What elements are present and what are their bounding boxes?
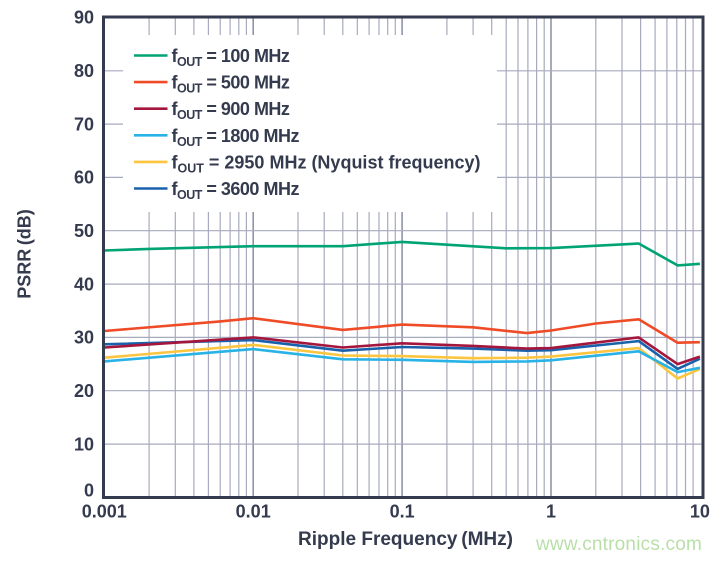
- svg-text:90: 90: [74, 8, 94, 28]
- svg-text:60: 60: [74, 168, 94, 188]
- svg-text:fOUT = 900 MHz: fOUT = 900 MHz: [172, 99, 290, 122]
- svg-text:40: 40: [74, 274, 94, 294]
- svg-text:50: 50: [74, 221, 94, 241]
- svg-text:fOUT = 100 MHz: fOUT = 100 MHz: [172, 46, 290, 69]
- svg-text:70: 70: [74, 114, 94, 134]
- svg-text:80: 80: [74, 61, 94, 81]
- svg-text:Ripple Frequency (MHz): Ripple Frequency (MHz): [298, 529, 513, 550]
- svg-text:0.1: 0.1: [390, 502, 415, 522]
- svg-text:www.cntronics.com: www.cntronics.com: [535, 534, 702, 555]
- svg-text:20: 20: [74, 381, 94, 401]
- svg-text:10: 10: [74, 434, 94, 454]
- svg-text:PSRR (dB): PSRR (dB): [15, 209, 35, 299]
- svg-text:30: 30: [74, 328, 94, 348]
- svg-text:0.01: 0.01: [236, 502, 271, 522]
- svg-text:10: 10: [690, 502, 710, 522]
- svg-text:fOUT = 3600 MHz: fOUT = 3600 MHz: [172, 179, 300, 202]
- svg-text:fOUT = 500 MHz: fOUT = 500 MHz: [172, 73, 290, 96]
- svg-text:fOUT = 1800 MHz: fOUT = 1800 MHz: [172, 126, 300, 149]
- svg-text:1: 1: [546, 502, 556, 522]
- svg-text:0.001: 0.001: [82, 502, 127, 522]
- svg-text:0: 0: [84, 481, 94, 501]
- svg-text:fOUT = 2950 MHz (Nyquist frequ: fOUT = 2950 MHz (Nyquist frequency): [172, 152, 481, 175]
